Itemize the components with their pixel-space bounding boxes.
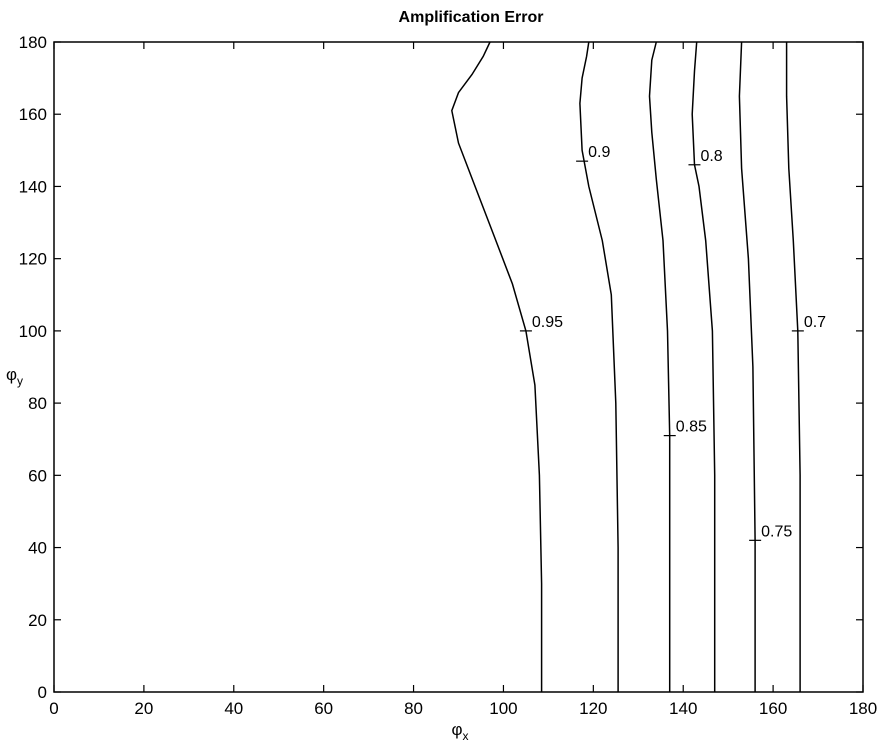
contour-label-0.8: 0.8 [700,148,722,165]
contour-label-0.85: 0.85 [676,419,707,436]
x-axis-label: φx [451,720,468,743]
y-axis: 0 20 40 60 80 100 120 140 160 180 [19,33,863,702]
x-tick-label: 140 [669,699,697,718]
y-tick-label: 60 [28,466,47,485]
contour-line-0.7 [785,42,801,692]
y-tick-label: 160 [19,105,47,124]
y-tick-label: 40 [28,539,47,558]
x-tick-label: 20 [134,699,153,718]
x-axis: 0 20 40 60 80 100 120 140 160 180 [49,42,877,718]
x-axis-label-base: φ [451,720,462,739]
y-tick-label: 180 [19,33,47,52]
contour-line-0.95 [451,41,543,692]
contour-label-0.9: 0.9 [588,144,610,161]
y-tick-label: 80 [28,394,47,413]
y-axis-label-sub: y [17,374,23,388]
contour-labels: 0.95 0.9 0.85 0.8 0.75 0.7 [519,144,826,541]
y-axis-label: φy [6,365,23,388]
contour-line-0.8 [691,41,716,692]
x-tick-label: 160 [759,699,787,718]
x-tick-label: 180 [849,699,877,718]
y-tick-label: 100 [19,322,47,341]
y-axis-label-base: φ [6,365,17,384]
contour-line-0.85 [648,41,671,692]
chart-title: Amplification Error [399,9,544,26]
plot-area [53,41,864,693]
x-tick-label: 0 [49,699,58,718]
y-tick-label: 20 [28,611,47,630]
contour-label-0.95: 0.95 [532,314,563,331]
y-tick-label: 0 [38,683,47,702]
contour-label-0.7: 0.7 [804,314,826,331]
x-tick-label: 80 [404,699,423,718]
contour-label-0.75: 0.75 [761,523,792,540]
x-tick-label: 40 [224,699,243,718]
y-tick-label: 120 [19,250,47,269]
x-tick-label: 60 [314,699,333,718]
y-tick-label: 140 [19,177,47,196]
contour-line-0.9 [579,41,619,692]
x-tick-label: 120 [579,699,607,718]
x-tick-label: 100 [489,699,517,718]
x-axis-label-sub: x [463,729,469,743]
